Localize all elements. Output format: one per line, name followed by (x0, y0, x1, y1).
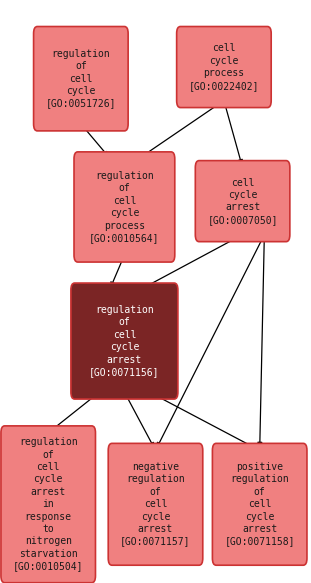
Text: positive
regulation
of
cell
cycle
arrest
[GO:0071158]: positive regulation of cell cycle arrest… (225, 462, 295, 546)
FancyBboxPatch shape (195, 160, 290, 241)
Text: regulation
of
cell
cycle
arrest
in
response
to
nitrogen
starvation
[GO:0010504]: regulation of cell cycle arrest in respo… (13, 437, 83, 571)
FancyBboxPatch shape (1, 426, 95, 583)
Text: regulation
of
cell
cycle
[GO:0051726]: regulation of cell cycle [GO:0051726] (46, 49, 116, 108)
FancyBboxPatch shape (71, 283, 178, 399)
FancyBboxPatch shape (34, 27, 128, 131)
FancyBboxPatch shape (108, 443, 203, 566)
FancyBboxPatch shape (74, 152, 175, 262)
Text: cell
cycle
arrest
[GO:0007050]: cell cycle arrest [GO:0007050] (207, 178, 278, 224)
Text: regulation
of
cell
cycle
arrest
[GO:0071156]: regulation of cell cycle arrest [GO:0071… (89, 305, 160, 377)
Text: regulation
of
cell
cycle
process
[GO:0010564]: regulation of cell cycle process [GO:001… (89, 171, 160, 243)
Text: cell
cycle
process
[GO:0022402]: cell cycle process [GO:0022402] (189, 44, 259, 90)
FancyBboxPatch shape (212, 443, 307, 566)
FancyBboxPatch shape (177, 26, 271, 107)
Text: negative
regulation
of
cell
cycle
arrest
[GO:0071157]: negative regulation of cell cycle arrest… (120, 462, 191, 546)
